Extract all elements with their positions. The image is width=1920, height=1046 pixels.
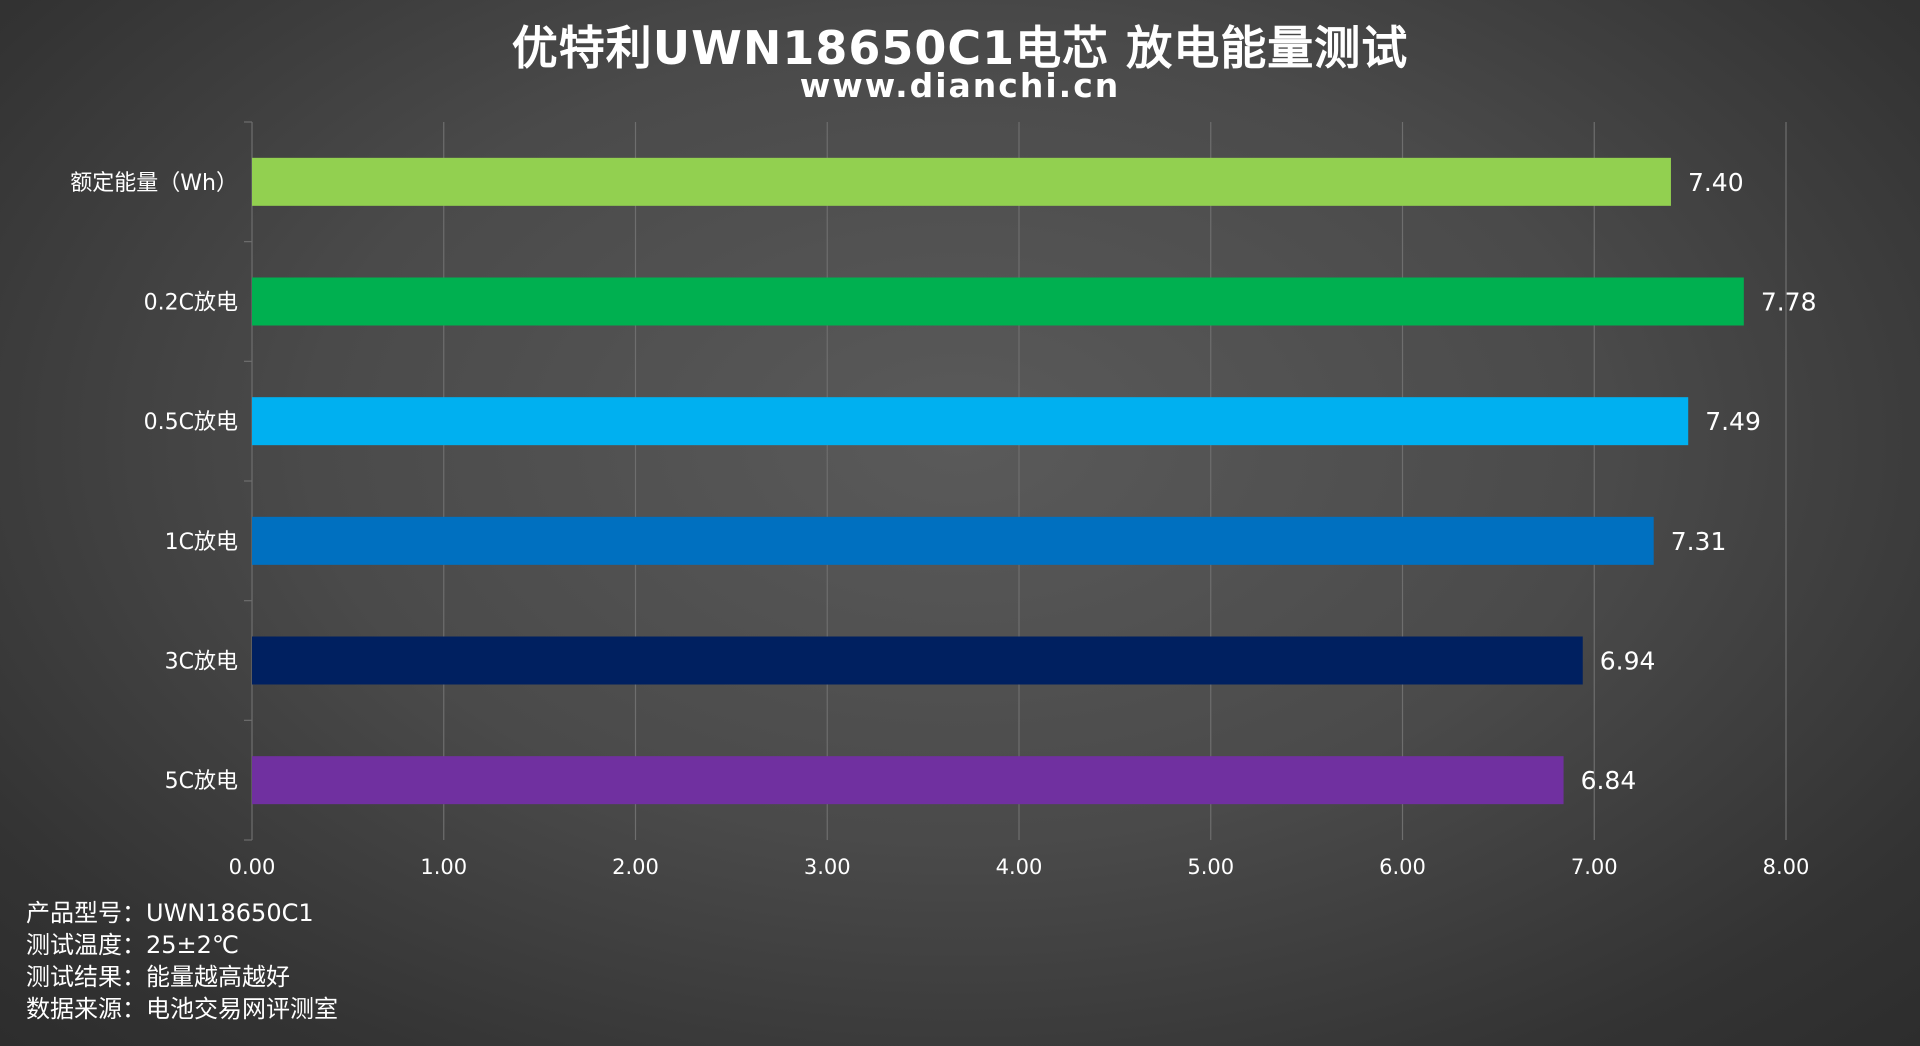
bar (252, 516, 1654, 565)
category-label: 额定能量（Wh） (70, 171, 238, 196)
chart-title: 优特利UWN18650C1电芯 放电能量测试 (511, 21, 1409, 75)
data-label: 6.84 (1581, 766, 1637, 795)
info-value: 25±2℃ (146, 931, 239, 959)
bar (252, 277, 1744, 326)
category-label: 0.5C放电 (144, 410, 238, 435)
x-tick-label: 4.00 (996, 855, 1043, 879)
x-tick-label: 3.00 (804, 855, 851, 879)
info-row-source: 数据来源： 电池交易网评测室 (26, 993, 338, 1025)
category-label: 5C放电 (165, 769, 238, 794)
data-label: 6.94 (1600, 647, 1656, 676)
x-tick-labels: 0.00 1.00 2.00 3.00 4.00 5.00 6.00 7.00 8.00 (229, 855, 1810, 879)
category-label: 0.2C放电 (144, 291, 238, 316)
info-value: UWN18650C1 (146, 899, 314, 927)
x-tick-label: 6.00 (1379, 855, 1426, 879)
value-labels: 7.40 7.78 7.49 7.31 6.94 6.84 (1581, 168, 1817, 795)
category-labels: 额定能量（Wh） 0.2C放电 0.5C放电 1C放电 3C放电 5C放电 (70, 171, 238, 794)
x-tick-label: 0.00 (229, 855, 276, 879)
y-axis (244, 121, 253, 841)
x-tick-label: 1.00 (420, 855, 467, 879)
info-row-result: 测试结果： 能量越高越好 (26, 961, 338, 993)
bars (252, 157, 1744, 805)
bar (252, 157, 1671, 206)
x-tick-label: 8.00 (1763, 855, 1810, 879)
category-label: 3C放电 (165, 650, 238, 675)
bar (252, 756, 1564, 805)
chart-subtitle: www.dianchi.cn (799, 66, 1121, 105)
x-tick-label: 5.00 (1187, 855, 1234, 879)
info-label: 测试温度： (26, 931, 146, 959)
info-label: 产品型号： (26, 899, 146, 927)
info-label: 测试结果： (26, 963, 146, 991)
bar (252, 636, 1583, 685)
test-info: 产品型号： UWN18650C1 测试温度： 25±2℃ 测试结果： 能量越高越好 数… (26, 897, 338, 1025)
info-value: 电池交易网评测室 (146, 995, 338, 1023)
info-value: 能量越高越好 (146, 963, 290, 991)
x-tick-label: 2.00 (612, 855, 659, 879)
x-tick-label: 7.00 (1571, 855, 1618, 879)
data-label: 7.31 (1671, 527, 1727, 556)
data-label: 7.40 (1688, 168, 1744, 197)
category-label: 1C放电 (165, 530, 238, 555)
info-row-model: 产品型号： UWN18650C1 (26, 897, 338, 929)
data-label: 7.49 (1705, 407, 1761, 436)
info-label: 数据来源： (26, 995, 146, 1023)
info-row-temperature: 测试温度： 25±2℃ (26, 929, 338, 961)
bar (252, 397, 1689, 446)
data-label: 7.78 (1761, 288, 1817, 317)
grid-lines (443, 122, 1787, 840)
